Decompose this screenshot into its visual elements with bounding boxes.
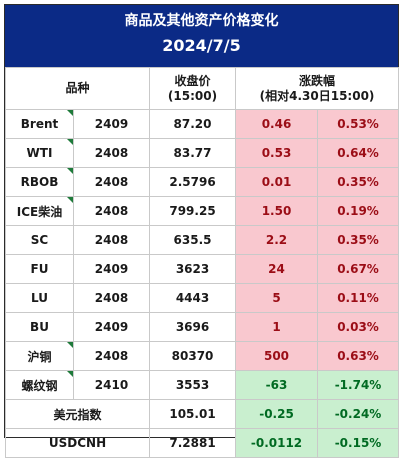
close-price: 83.77 (149, 138, 237, 168)
close-price: 2.5796 (149, 167, 237, 197)
change-percent: 0.03% (317, 312, 400, 342)
close-price: 635.5 (149, 225, 237, 255)
product-name: Brent (5, 109, 74, 139)
header-close: 收盘价 (15:00) (149, 67, 237, 110)
change-percent: 0.35% (317, 167, 400, 197)
product-name: ICE柴油 (5, 196, 74, 226)
change-value: 1.50 (235, 196, 319, 226)
close-price: 799.25 (149, 196, 237, 226)
change-value: -0.25 (235, 399, 319, 429)
table-row: RBOB 2408 2.5796 0.01 0.35% (5, 167, 400, 197)
contract-month: 2409 (72, 312, 151, 342)
table-row: 螺纹钢 2410 3553 -63 -1.74% (5, 370, 400, 400)
table-title-bar: 商品及其他资产价格变化 2024/7/5 (5, 5, 398, 67)
close-price: 87.20 (149, 109, 237, 139)
change-value: 5 (235, 283, 319, 313)
fx-name: USDCNH (4, 428, 151, 458)
table-row: LU 2408 4443 5 0.11% (5, 283, 400, 313)
change-value: 0.01 (235, 167, 319, 197)
contract-month: 2408 (72, 283, 151, 313)
table-row: Brent 2409 87.20 0.46 0.53% (5, 109, 400, 139)
change-percent: -0.24% (317, 399, 400, 429)
close-price: 3623 (149, 254, 237, 284)
change-value: 1 (235, 312, 319, 342)
change-percent: 0.64% (317, 138, 400, 168)
change-percent: -1.74% (317, 370, 400, 400)
change-percent: 0.63% (317, 341, 400, 371)
change-value: -63 (235, 370, 319, 400)
change-value: 24 (235, 254, 319, 284)
header-product: 品种 (4, 67, 151, 110)
fx-name: 美元指数 (4, 399, 151, 429)
table-date: 2024/7/5 (162, 36, 241, 55)
change-percent: 0.11% (317, 283, 400, 313)
fx-rows: 美元指数 105.01 -0.25 -0.24% USDCNH 7.2881 -0.0112… (4, 399, 400, 458)
price-table: 品种 收盘价 (15:00) 涨跌幅 (相对4.30日15:00) Brent 240… (4, 67, 400, 458)
contract-month: 2408 (72, 341, 151, 371)
contract-month: 2408 (72, 138, 151, 168)
table-row: USDCNH 7.2881 -0.0112 -0.15% (4, 428, 400, 458)
product-name: BU (5, 312, 74, 342)
change-percent: -0.15% (317, 428, 400, 458)
change-percent: 0.53% (317, 109, 400, 139)
change-value: 500 (235, 341, 319, 371)
close-price: 4443 (149, 283, 237, 313)
change-value: 2.2 (235, 225, 319, 255)
product-name: FU (5, 254, 74, 284)
contract-month: 2408 (72, 196, 151, 226)
change-percent: 0.19% (317, 196, 400, 226)
table-row: BU 2409 3696 1 0.03% (5, 312, 400, 342)
product-name: RBOB (5, 167, 74, 197)
change-value: 0.53 (235, 138, 319, 168)
contract-month: 2408 (72, 167, 151, 197)
product-name: 螺纹钢 (5, 370, 74, 400)
product-name: LU (5, 283, 74, 313)
close-price: 80370 (149, 341, 237, 371)
change-value: 0.46 (235, 109, 319, 139)
table-row: WTI 2408 83.77 0.53 0.64% (5, 138, 400, 168)
change-percent: 0.67% (317, 254, 400, 284)
change-percent: 0.35% (317, 225, 400, 255)
change-value: -0.0112 (235, 428, 319, 458)
close-price: 3696 (149, 312, 237, 342)
table-title: 商品及其他资产价格变化 (124, 13, 279, 29)
price-change-table-frame: 商品及其他资产价格变化 2024/7/5 品种 收盘价 (15:00) 涨跌幅 (相… (4, 4, 400, 458)
contract-month: 2410 (72, 370, 151, 400)
header-change: 涨跌幅 (相对4.30日15:00) (235, 67, 400, 110)
table-row: ICE柴油 2408 799.25 1.50 0.19% (5, 196, 400, 226)
close-price: 7.2881 (149, 428, 237, 458)
commodity-rows: Brent 2409 87.20 0.46 0.53% WTI 2408 83.77 0.53 0… (5, 109, 400, 400)
contract-month: 2409 (72, 254, 151, 284)
contract-month: 2409 (72, 109, 151, 139)
header-row: 品种 收盘价 (15:00) 涨跌幅 (相对4.30日15:00) (4, 67, 400, 110)
close-price: 105.01 (149, 399, 237, 429)
product-name: SC (5, 225, 74, 255)
table-row: SC 2408 635.5 2.2 0.35% (5, 225, 400, 255)
table-row: 沪铜 2408 80370 500 0.63% (5, 341, 400, 371)
close-price: 3553 (149, 370, 237, 400)
contract-month: 2408 (72, 225, 151, 255)
product-name: 沪铜 (5, 341, 74, 371)
table-row: FU 2409 3623 24 0.67% (5, 254, 400, 284)
table-row: 美元指数 105.01 -0.25 -0.24% (4, 399, 400, 429)
product-name: WTI (5, 138, 74, 168)
